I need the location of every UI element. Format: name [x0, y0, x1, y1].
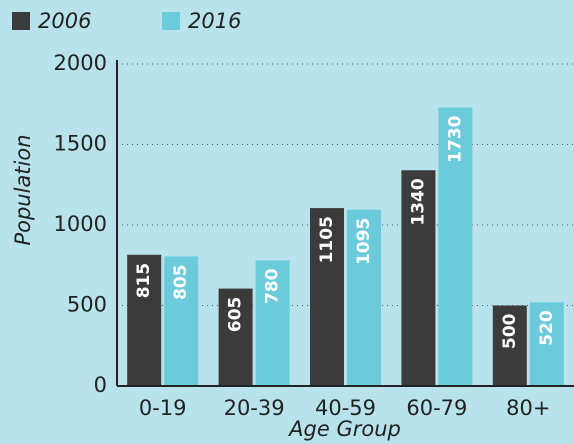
value-label: 520 [537, 310, 557, 346]
value-label: 1340 [408, 178, 428, 225]
bar [310, 208, 344, 386]
bar [438, 107, 473, 386]
bar [127, 254, 162, 386]
bar [164, 256, 199, 386]
value-label: 1105 [317, 216, 337, 263]
x-tick-label: 0-19 [139, 396, 187, 420]
value-label: 815 [134, 263, 154, 299]
y-tick-label: 500 [67, 293, 107, 317]
bar [255, 260, 290, 386]
bar [529, 302, 564, 386]
legend-swatch [162, 12, 180, 30]
y-tick-label: 1500 [54, 132, 107, 156]
bar [218, 288, 253, 386]
y-tick-label: 0 [94, 373, 107, 397]
value-label: 1730 [445, 115, 465, 162]
value-label: 605 [226, 297, 246, 333]
y-tick-label: 2000 [54, 51, 107, 75]
legend-label: 2016 [188, 9, 241, 33]
x-axis-title: Age Group [287, 417, 401, 441]
bar [347, 209, 381, 386]
value-label: 500 [500, 313, 520, 349]
bar [492, 305, 527, 386]
x-tick-label: 40-59 [315, 396, 376, 420]
value-label: 805 [171, 264, 191, 300]
legend-label: 2006 [38, 9, 91, 33]
x-tick-label: 20-39 [224, 396, 285, 420]
bar [401, 170, 436, 386]
value-label: 780 [263, 268, 283, 304]
value-label: 1095 [354, 218, 374, 265]
legend-swatch [12, 12, 30, 30]
x-tick-label: 60-79 [406, 396, 467, 420]
y-axis-title: Population [11, 134, 35, 245]
x-tick-label: 80+ [506, 396, 550, 420]
y-tick-label: 1000 [54, 212, 107, 236]
